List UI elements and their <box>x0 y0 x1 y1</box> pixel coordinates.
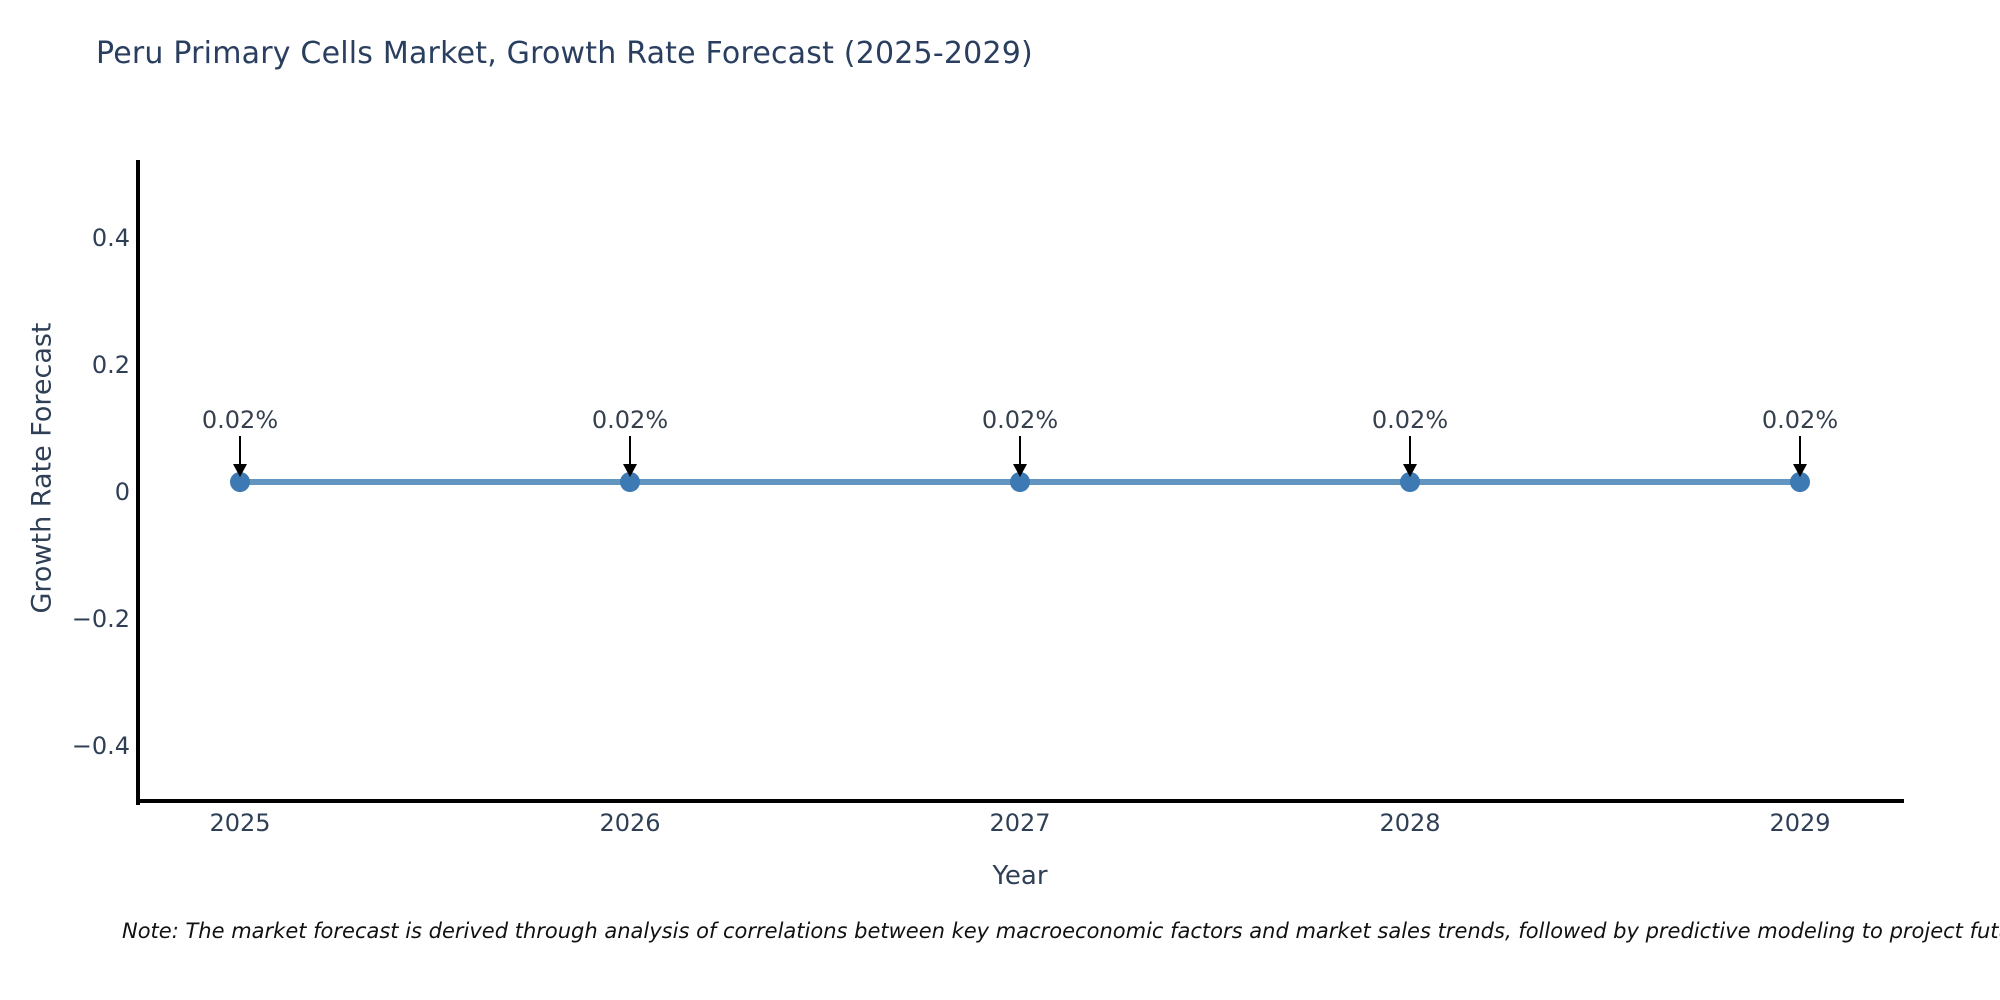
data-point-annotation: 0.02% <box>201 406 279 434</box>
data-point-marker <box>1790 472 1810 492</box>
x-tick-label: 2026 <box>599 809 661 837</box>
y-tick-label: −0.2 <box>71 605 130 633</box>
x-tick-label: 2025 <box>209 809 271 837</box>
annotation-arrow <box>629 436 631 464</box>
annotation-arrowhead-icon <box>623 464 637 477</box>
x-tick-label: 2028 <box>1379 809 1441 837</box>
y-tick-label: 0.2 <box>91 351 130 379</box>
x-axis-spine <box>136 799 1904 803</box>
data-point-marker <box>620 472 640 492</box>
annotation-arrow <box>1799 436 1801 464</box>
data-point-annotation: 0.02% <box>1761 406 1839 434</box>
annotation-arrowhead-icon <box>1013 464 1027 477</box>
annotation-arrow <box>239 436 241 464</box>
y-tick-label: −0.4 <box>71 732 130 760</box>
y-tick-label: 0.4 <box>91 224 130 252</box>
data-point-marker <box>1400 472 1420 492</box>
annotation-arrowhead-icon <box>1403 464 1417 477</box>
y-tick-label: 0 <box>114 478 130 506</box>
annotation-arrow <box>1409 436 1411 464</box>
chart-title: Peru Primary Cells Market, Growth Rate F… <box>96 36 1033 71</box>
y-axis-label: Growth Rate Forecast <box>26 322 58 614</box>
x-tick-label: 2027 <box>989 809 1051 837</box>
data-point-annotation: 0.02% <box>981 406 1059 434</box>
data-point-marker <box>230 472 250 492</box>
data-point-annotation: 0.02% <box>591 406 669 434</box>
footnote: Note: The market forecast is derived thr… <box>122 919 2000 943</box>
x-axis-label: Year <box>992 861 1048 891</box>
annotation-arrowhead-icon <box>1793 464 1807 477</box>
annotation-arrowhead-icon <box>233 464 247 477</box>
y-axis-spine <box>136 160 140 805</box>
data-point-annotation: 0.02% <box>1371 406 1449 434</box>
x-tick-label: 2029 <box>1769 809 1831 837</box>
annotation-arrow <box>1019 436 1021 464</box>
data-point-marker <box>1010 472 1030 492</box>
